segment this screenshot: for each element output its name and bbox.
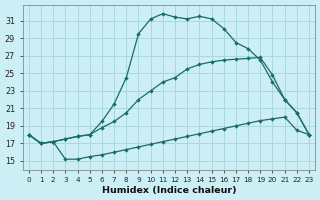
X-axis label: Humidex (Indice chaleur): Humidex (Indice chaleur): [102, 186, 236, 195]
